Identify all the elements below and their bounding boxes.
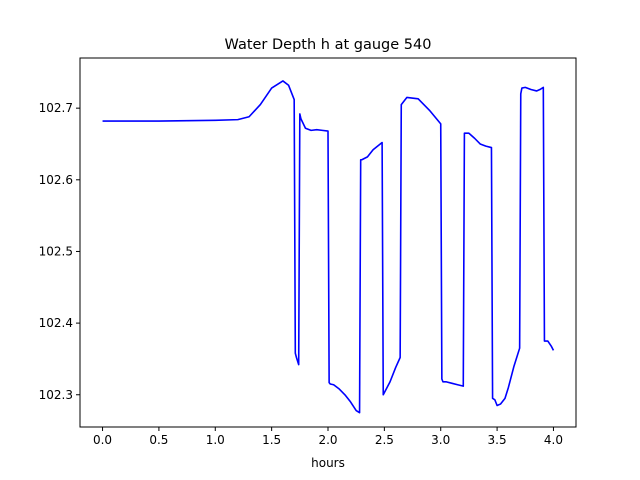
x-tick-label: 2.0 [318,433,337,447]
x-tick-label: 3.5 [488,433,507,447]
x-tick-label: 1.5 [262,433,281,447]
y-tick-label: 102.7 [39,101,73,115]
chart-title: Water Depth h at gauge 540 [225,37,432,53]
y-tick-label: 102.5 [39,244,73,258]
y-tick-label: 102.4 [39,316,73,330]
x-axis-label: hours [311,456,345,470]
x-tick-label: 1.0 [206,433,225,447]
y-axis: 102.3 102.4 102.5 102.6 102.7 [39,101,80,402]
x-tick-label: 4.0 [544,433,563,447]
x-tick-label: 0.5 [149,433,168,447]
series-line-0 [102,80,555,414]
x-axis: 0.0 0.5 1.0 1.5 2.0 2.5 3.0 3.5 4.0 [93,427,563,447]
x-tick-label: 3.0 [431,433,450,447]
y-tick-label: 102.6 [39,173,73,187]
x-tick-label: 0.0 [93,433,112,447]
y-tick-label: 102.3 [39,388,73,402]
plot-area [102,80,555,414]
x-tick-label: 2.5 [375,433,394,447]
